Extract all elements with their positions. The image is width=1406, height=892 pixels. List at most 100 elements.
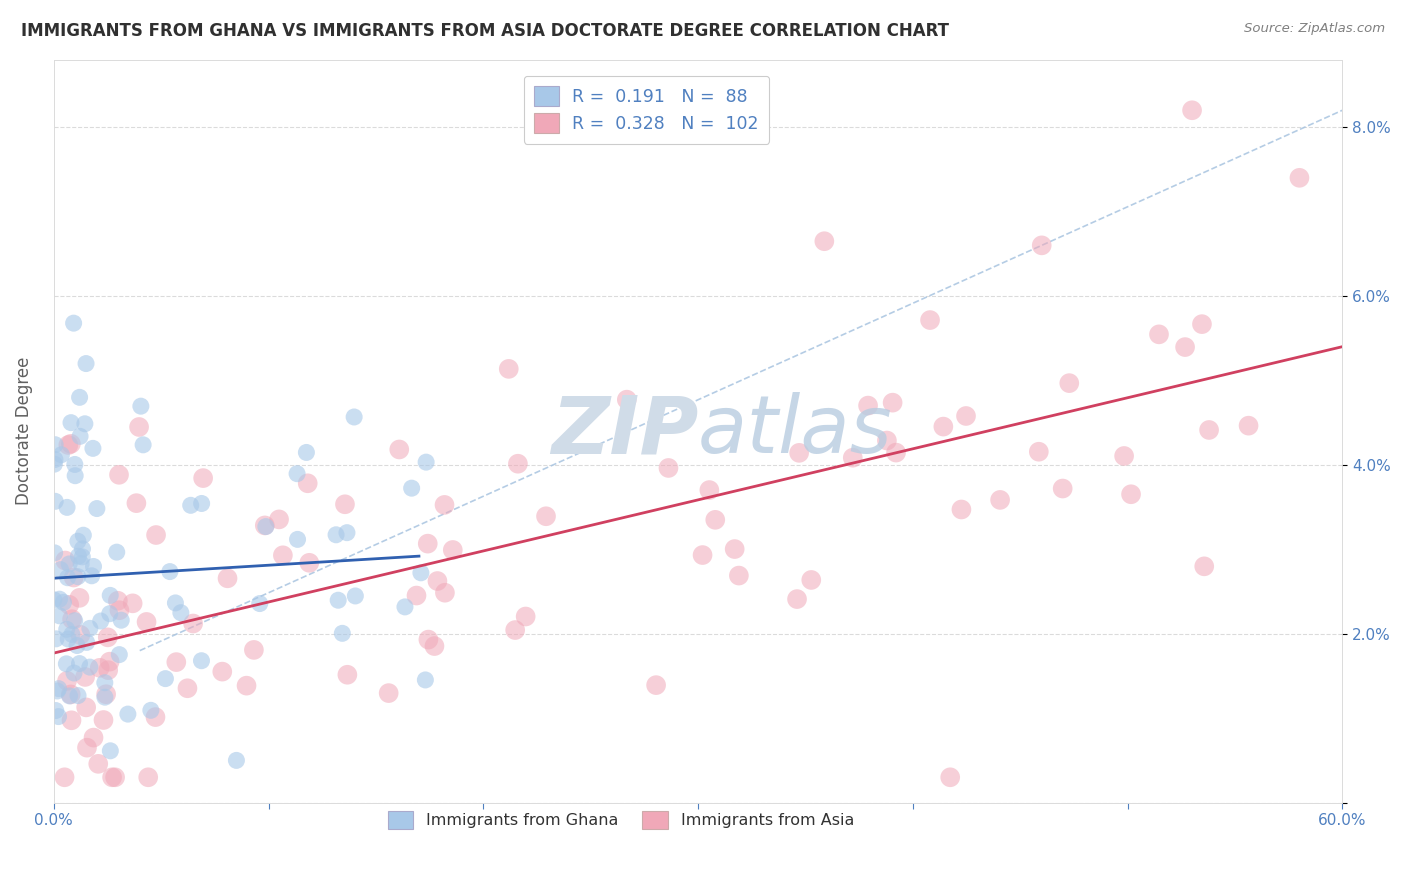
Point: [267, 512, 290, 526]
Point: [165, 596, 187, 610]
Point: [165, 655, 187, 669]
Point: [426, 574, 449, 588]
Text: IMMIGRANTS FROM GHANA VS IMMIGRANTS FROM ASIA DOCTORATE DEGREE CORRELATION CHART: IMMIGRANTS FROM GHANA VS IMMIGRANTS FROM…: [21, 22, 949, 40]
Point: [423, 639, 446, 653]
Point: [336, 525, 359, 540]
Point: [328, 593, 350, 607]
Point: [433, 585, 456, 599]
Point: [235, 679, 257, 693]
Point: [254, 519, 277, 533]
Point: [1147, 327, 1170, 342]
Point: [98, 588, 121, 602]
Point: [388, 442, 411, 457]
Point: [249, 597, 271, 611]
Point: [44, 452, 66, 467]
Point: [285, 467, 308, 481]
Point: [145, 710, 167, 724]
Point: [86, 501, 108, 516]
Point: [211, 665, 233, 679]
Point: [955, 409, 977, 423]
Point: [72, 549, 94, 564]
Point: [418, 632, 440, 647]
Point: [87, 756, 110, 771]
Point: [44, 494, 66, 508]
Point: [63, 458, 86, 472]
Point: [75, 670, 97, 684]
Point: [506, 457, 529, 471]
Point: [105, 545, 128, 559]
Point: [1059, 376, 1081, 391]
Point: [377, 686, 399, 700]
Point: [69, 628, 91, 642]
Point: [55, 657, 77, 671]
Point: [56, 571, 79, 585]
Point: [89, 661, 111, 675]
Point: [60, 416, 83, 430]
Point: [787, 446, 810, 460]
Point: [139, 703, 162, 717]
Point: [181, 616, 204, 631]
Point: [932, 419, 955, 434]
Point: [48, 592, 70, 607]
Point: [287, 533, 309, 547]
Point: [190, 496, 212, 510]
Point: [69, 657, 91, 671]
Point: [336, 667, 359, 681]
Point: [800, 573, 823, 587]
Point: [253, 518, 276, 533]
Point: [136, 770, 159, 784]
Point: [62, 316, 84, 330]
Point: [58, 598, 80, 612]
Point: [1114, 449, 1136, 463]
Point: [52, 595, 75, 609]
Point: [73, 417, 96, 431]
Point: [82, 442, 104, 456]
Point: [80, 568, 103, 582]
Point: [180, 499, 202, 513]
Point: [63, 468, 86, 483]
Point: [63, 614, 86, 628]
Text: Source: ZipAtlas.com: Source: ZipAtlas.com: [1244, 22, 1385, 36]
Point: [498, 362, 520, 376]
Point: [55, 623, 77, 637]
Point: [786, 592, 808, 607]
Point: [45, 632, 67, 646]
Point: [699, 483, 721, 497]
Point: [48, 681, 70, 696]
Point: [44, 438, 66, 452]
Point: [62, 570, 84, 584]
Point: [225, 753, 247, 767]
Point: [76, 635, 98, 649]
Point: [63, 665, 86, 680]
Point: [42, 593, 65, 607]
Point: [69, 591, 91, 605]
Y-axis label: Doctorate Degree: Doctorate Degree: [15, 357, 32, 505]
Point: [101, 770, 124, 784]
Point: [108, 648, 131, 662]
Point: [67, 549, 90, 564]
Point: [98, 655, 121, 669]
Point: [128, 420, 150, 434]
Point: [135, 615, 157, 629]
Point: [1288, 170, 1310, 185]
Point: [882, 395, 904, 409]
Text: ZIP: ZIP: [551, 392, 699, 470]
Point: [59, 687, 82, 701]
Point: [58, 438, 80, 452]
Point: [534, 509, 557, 524]
Point: [939, 770, 962, 784]
Point: [66, 569, 89, 583]
Point: [117, 707, 139, 722]
Point: [48, 608, 70, 623]
Point: [132, 438, 155, 452]
Point: [56, 632, 79, 646]
Point: [416, 536, 439, 550]
Point: [415, 673, 437, 687]
Point: [1237, 418, 1260, 433]
Point: [69, 429, 91, 443]
Point: [343, 409, 366, 424]
Point: [271, 549, 294, 563]
Point: [1198, 423, 1220, 437]
Point: [298, 556, 321, 570]
Point: [60, 627, 83, 641]
